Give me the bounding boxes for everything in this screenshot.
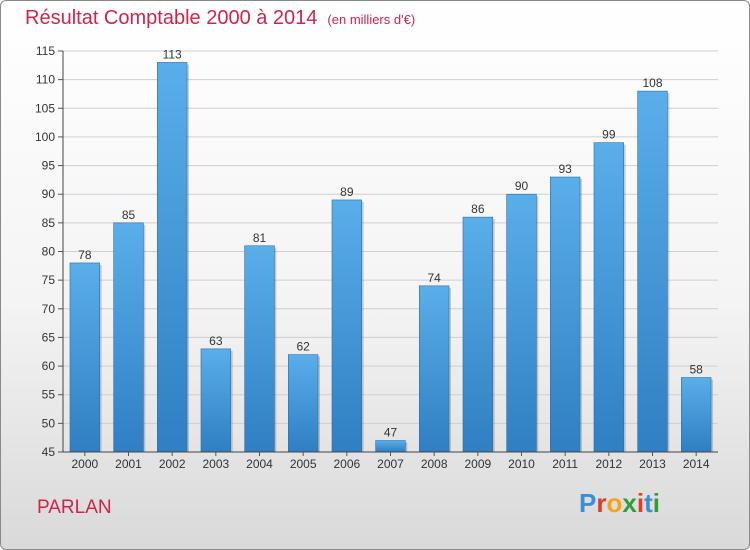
x-tick-label-2014: 2014 [683,457,710,471]
x-tick-label-2004: 2004 [246,457,273,471]
bar-2013 [637,90,668,453]
data-label-2004: 81 [253,231,267,245]
bar-2007 [375,440,406,453]
bar-2006 [331,199,362,453]
y-tick-label: 45 [42,445,56,459]
bar-2010 [506,193,537,453]
data-label-2003: 63 [209,334,223,348]
data-label-2002: 113 [163,47,182,61]
data-label-2007: 47 [384,426,398,440]
y-tick-label: 80 [42,245,56,259]
x-tick-label-2002: 2002 [159,457,186,471]
chart-title-text: Résultat Comptable 2000 à 2014 [25,7,318,29]
x-tick-label-2012: 2012 [595,457,622,471]
logo-letter: r [596,488,607,518]
data-label-2006: 89 [340,185,354,199]
data-label-2013: 108 [642,76,662,90]
y-tick-label: 65 [42,330,56,344]
x-axis: 2000 2001 2002 2003 2004 2005 2006 2007 2008 2009… [63,451,718,471]
bar-2005 [288,354,319,453]
commune-name: PARLAN [37,497,112,518]
bars [69,62,714,453]
y-tick-label: 90 [42,187,56,201]
data-label-2010: 90 [515,179,529,193]
y-tick-label: 105 [35,101,55,115]
data-label-2009: 86 [471,202,485,216]
x-tick-label-2007: 2007 [377,457,404,471]
x-tick-label-2001: 2001 [115,457,142,471]
bar-2012 [593,142,624,453]
x-tick-label-2003: 2003 [202,457,229,471]
bar-2009 [462,216,493,453]
data-label-2011: 93 [558,162,572,176]
data-labels: 78 85 113 63 81 62 89 47 74 86 90 93 99 108 58 [78,47,703,439]
y-tick-label: 110 [36,73,55,87]
data-label-2014: 58 [689,363,703,377]
data-label-2008: 74 [427,271,441,285]
bar-2011 [550,176,581,453]
logo-letter: i [652,488,660,518]
y-tick-label: 55 [42,388,56,402]
bar-2000 [69,262,100,453]
y-tick-label: 95 [42,159,56,173]
proxiti-logo: Proxiti [579,488,660,519]
x-tick-label-2013: 2013 [639,457,666,471]
logo-letter: i [636,488,645,518]
bar-2003 [200,348,231,453]
y-tick-label: 50 [42,416,56,430]
y-axis: 45 50 55 60 65 70 75 80 85 90 95 100 105 110 115 [35,44,64,459]
data-label-2000: 78 [78,248,92,262]
y-tick-label: 70 [42,302,56,316]
x-tick-label-2010: 2010 [508,457,535,471]
y-tick-label: 100 [35,130,55,144]
data-label-2005: 62 [296,340,310,354]
bar-2004 [244,245,275,453]
bar-2014 [681,377,712,453]
data-label-2012: 99 [602,128,616,142]
logo-letter: x [622,488,637,518]
logo-letter: P [579,488,597,518]
logo-letter: o [606,488,623,518]
bar-2001 [113,222,144,453]
logo-letter: t [644,488,653,518]
x-tick-label-2008: 2008 [421,457,448,471]
y-tick-label: 60 [42,359,56,373]
bar-2008 [419,285,450,453]
x-tick-label-2006: 2006 [333,457,360,471]
chart-subtitle: (en milliers d'€) [327,12,416,27]
y-tick-label: 115 [36,44,55,58]
y-tick-label: 85 [42,216,56,230]
x-tick-label-2011: 2011 [552,457,578,471]
x-tick-label-2009: 2009 [464,457,491,471]
x-tick-label-2005: 2005 [290,457,317,471]
y-tick-label: 75 [42,273,56,287]
bar-2002 [157,62,188,453]
chart-title: Résultat Comptable 2000 à 2014 (en millie… [25,7,415,30]
data-label-2001: 85 [122,208,136,222]
x-tick-label-2000: 2000 [71,457,98,471]
